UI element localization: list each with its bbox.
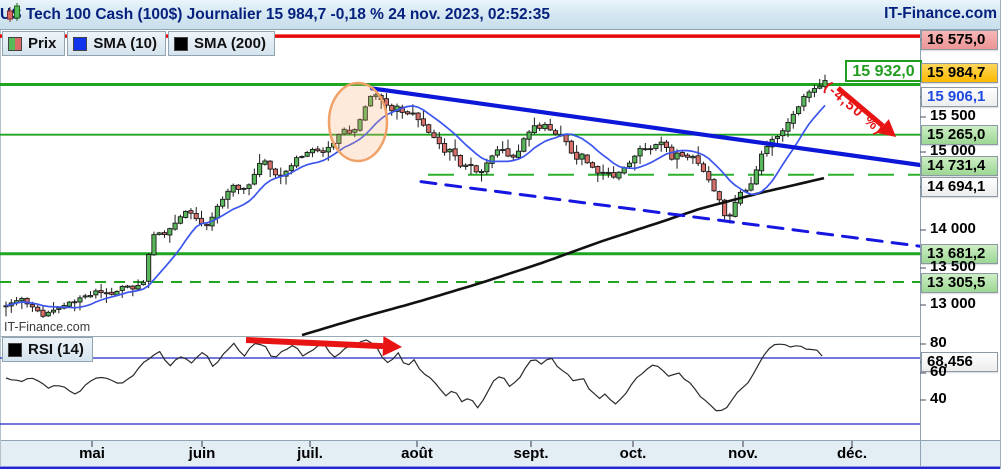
month-label-juin: juin xyxy=(188,445,216,462)
legend-swatch-icon xyxy=(73,36,88,51)
price-label: 40 xyxy=(930,390,947,407)
brand-link[interactable]: IT-Finance.com xyxy=(884,5,997,22)
legend-item-prix[interactable]: Prix xyxy=(2,31,66,56)
price-label: 13 000 xyxy=(930,295,976,312)
legend-item-label: Prix xyxy=(28,35,57,52)
month-label-sept: sept. xyxy=(513,445,549,462)
title-bar: US Tech 100 Cash (100$) Journalier 15 98… xyxy=(0,0,1000,30)
rsi-legend-label: RSI (14) xyxy=(28,341,84,358)
price-label: 15 000 xyxy=(930,142,976,159)
rsi-legend[interactable]: RSI (14) xyxy=(2,337,93,362)
month-label-nov: nov. xyxy=(728,445,758,462)
price-label: 60 xyxy=(930,363,947,380)
resistance-price-label: 15 932,0 xyxy=(845,60,922,82)
legend-item-label: SMA (200) xyxy=(193,35,266,52)
legend-item-label: SMA (10) xyxy=(93,35,157,52)
price-label: 14 731,4 xyxy=(921,156,998,176)
price-label: 15 500 xyxy=(930,107,976,124)
watermark: IT-Finance.com xyxy=(4,320,91,334)
month-label-aot: août xyxy=(401,445,433,462)
price-label: 15 265,0 xyxy=(921,125,998,145)
price-label: 13 681,2 xyxy=(921,244,998,264)
month-label-mai: mai xyxy=(79,445,105,462)
legend-item-sma-200-[interactable]: SMA (200) xyxy=(167,31,275,56)
candlestick-icon xyxy=(7,3,20,22)
price-label: 14 694,1 xyxy=(921,177,998,197)
price-label: 68,456 xyxy=(921,352,998,372)
price-label: 16 575,0 xyxy=(921,30,998,50)
price-label: 80 xyxy=(930,334,947,351)
month-label-juil: juil. xyxy=(297,445,323,462)
legend-item-sma-10-[interactable]: SMA (10) xyxy=(67,31,166,56)
price-label: 15 984,7 xyxy=(921,63,998,83)
price-legend: Prix SMA (10) SMA (200) xyxy=(2,31,275,56)
price-label: 14 000 xyxy=(930,220,976,237)
price-label: 13 500 xyxy=(930,258,976,275)
chart-title: US Tech 100 Cash (100$) Journalier 15 98… xyxy=(0,5,550,23)
month-label-oct: oct. xyxy=(619,445,647,462)
month-label-dc: déc. xyxy=(836,445,868,462)
legend-swatch-icon xyxy=(173,36,188,51)
price-label: 15 906,1 xyxy=(921,87,998,107)
price-label: 13 305,5 xyxy=(921,273,998,293)
rsi-swatch-icon xyxy=(8,342,22,357)
legend-swatch-icon xyxy=(8,36,22,51)
chart-canvas[interactable] xyxy=(0,30,1001,469)
